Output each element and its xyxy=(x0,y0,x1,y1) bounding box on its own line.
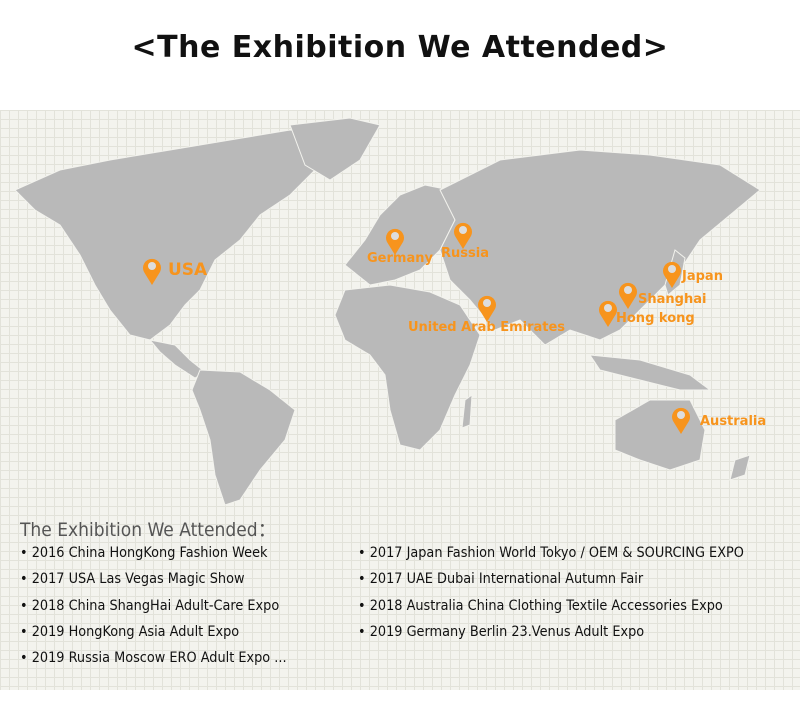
list-item: • 2017 USA Las Vegas Magic Show xyxy=(20,571,245,588)
page-title: <The Exhibition We Attended> xyxy=(131,30,669,65)
list-item: • 2019 HongKong Asia Adult Expo xyxy=(20,623,240,640)
exhibition-list-right: • 2017 Japan Fashion World Tokyo / OEM &… xyxy=(358,545,777,650)
marker-label-uae: United Arab Emirates xyxy=(408,320,566,335)
list-item: • 2017 Japan Fashion World Tokyo / OEM &… xyxy=(358,545,744,561)
map-pin-icon xyxy=(143,258,161,285)
list-item: • 2017 UAE Dubai International Autumn Fa… xyxy=(358,571,644,588)
marker-label-shanghai: Shanghai xyxy=(638,292,707,307)
marker-label-australia: Australia xyxy=(700,414,767,429)
exhibition-list-left: • 2016 China HongKong Fashion Week • 201… xyxy=(20,545,310,676)
map-pin-icon xyxy=(672,407,690,434)
marker-label-hongkong: Hong kong xyxy=(616,311,695,326)
map-pin-icon xyxy=(663,261,681,288)
list-item: • 2018 Australia China Clothing Textile … xyxy=(358,597,723,614)
map-pin-icon xyxy=(386,228,404,255)
marker-label-japan: Japan xyxy=(682,269,723,284)
world-map: USA Germany Russia United Arab Emirates … xyxy=(0,110,800,690)
marker-label-germany: Germany xyxy=(367,251,433,266)
marker-label-usa: USA xyxy=(168,260,208,280)
list-item: • 2016 China HongKong Fashion Week xyxy=(20,545,268,561)
marker-label-russia: Russia xyxy=(441,246,489,261)
exhibition-list-heading: The Exhibition We Attended： xyxy=(20,519,277,541)
world-map-land xyxy=(14,117,761,506)
map-pin-icon xyxy=(619,282,637,309)
map-pin-icon xyxy=(478,295,496,322)
map-pin-icon xyxy=(454,222,472,249)
list-item: • 2018 China ShangHai Adult-Care Expo xyxy=(20,597,280,614)
list-item: • 2019 Germany Berlin 23.Venus Adult Exp… xyxy=(358,623,645,640)
list-item: • 2019 Russia Moscow ERO Adult Expo ... xyxy=(20,650,287,667)
map-pin-icon xyxy=(599,300,617,327)
